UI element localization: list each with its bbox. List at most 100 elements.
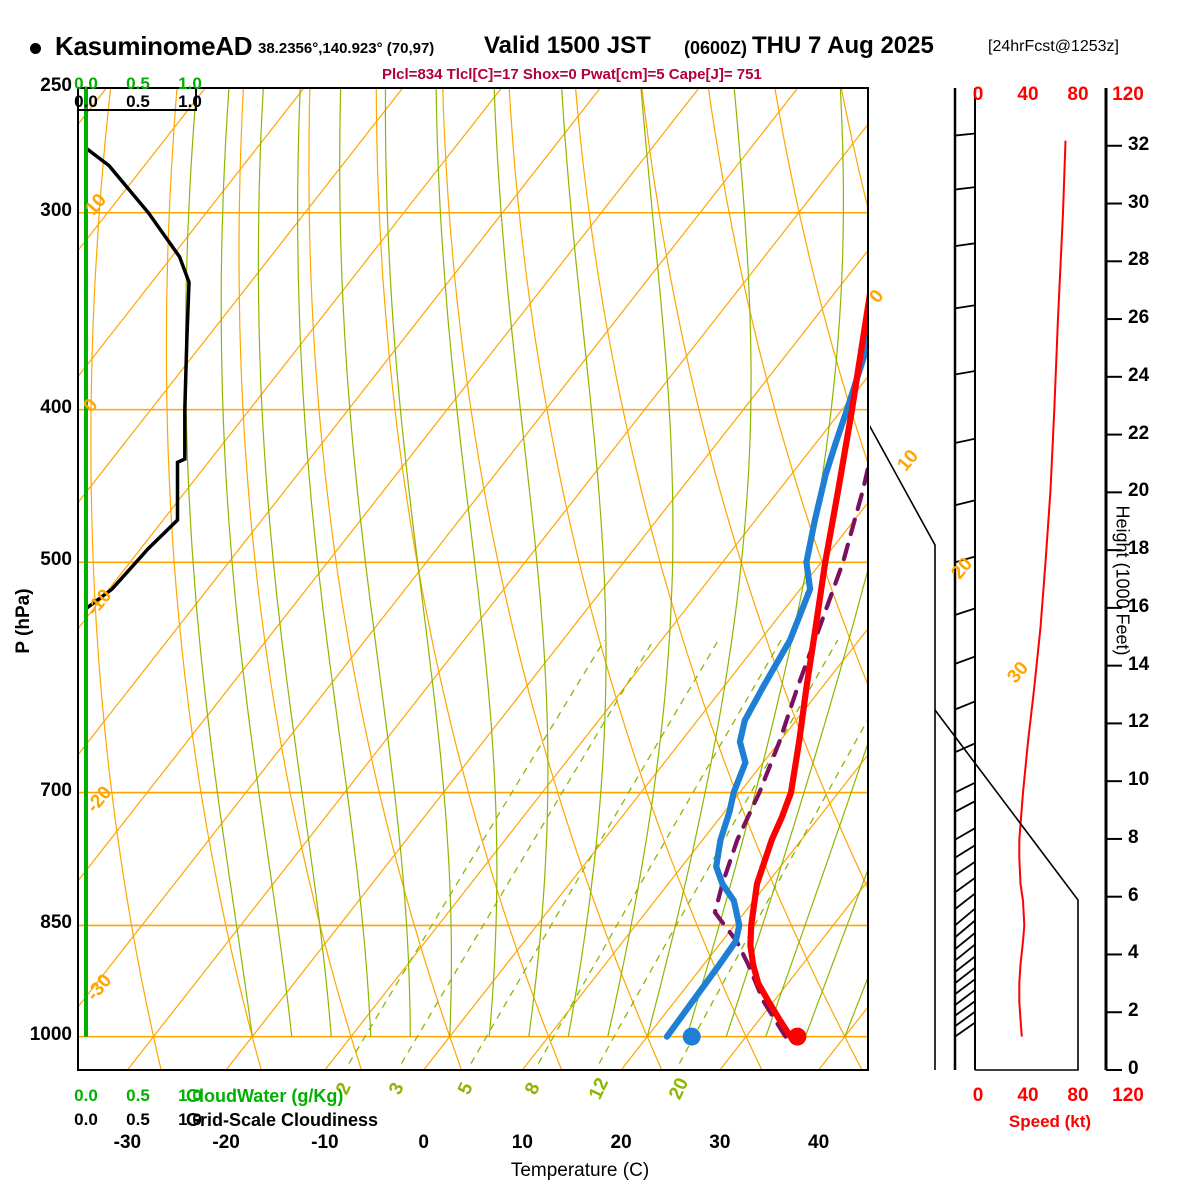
height-tick-14: 14 <box>1128 653 1150 675</box>
wind-barb <box>954 1021 975 1038</box>
wind-barb <box>954 499 975 507</box>
surface-markers <box>682 1027 807 1046</box>
wind-barb <box>954 966 975 984</box>
wind-barb <box>954 655 975 665</box>
height-tick-16: 16 <box>1128 595 1150 617</box>
height-tick-20: 20 <box>1128 480 1150 502</box>
cloudiness-tick-bottom-2: 1.0 <box>178 1110 202 1129</box>
wind-barb <box>954 370 975 376</box>
height-tick-10: 10 <box>1128 769 1150 791</box>
forecast-run-tag: [24hrFcst@1253z] <box>988 38 1119 55</box>
plot-frame <box>77 87 869 1071</box>
cloudwater-tick-top-2: 1.0 <box>178 74 202 93</box>
temperature-tick-0: 0 <box>418 1132 429 1153</box>
pressure-tick-300: 300 <box>40 199 72 221</box>
wind-speed-profile <box>1018 140 1067 1037</box>
cloudiness-tick-top-2: 1.0 <box>178 92 202 111</box>
height-tick-8: 8 <box>1128 826 1139 848</box>
wind-barb <box>954 988 975 1006</box>
temperature-curve <box>747 286 868 1040</box>
wind-barb <box>954 607 975 616</box>
wind-barb <box>954 931 975 950</box>
wind-barb-column <box>870 88 975 1070</box>
height-tick-2: 2 <box>1128 1000 1139 1022</box>
mixing-ratio-lines <box>348 639 868 1064</box>
wind-barb <box>954 919 975 939</box>
surface-temperature-dot <box>788 1027 807 1046</box>
height-tick-22: 22 <box>1128 422 1150 444</box>
cloudiness-tick-top-1: 0.5 <box>126 92 150 111</box>
height-tick-6: 6 <box>1128 884 1139 906</box>
cloudwater-tick-bottom-0: 0.0 <box>74 1086 98 1105</box>
pressure-tick-700: 700 <box>40 779 72 801</box>
wind-barb <box>954 943 975 962</box>
cloudiness-tick-bottom-0: 0.0 <box>74 1110 98 1129</box>
temperature-tick-40: 40 <box>808 1132 830 1153</box>
height-tick-30: 30 <box>1128 191 1150 213</box>
valid-time: Valid 1500 JST <box>484 32 651 59</box>
wind-barb <box>954 955 975 973</box>
height-tick-26: 26 <box>1128 307 1150 329</box>
wind-speed-curve <box>1018 140 1067 1037</box>
pressure-tick-500: 500 <box>40 549 72 571</box>
speed-axis-title: Speed (kt) <box>1008 1112 1092 1131</box>
height-tick-28: 28 <box>1128 249 1150 271</box>
station-name: KasuminomeAD <box>55 31 253 61</box>
temperature-tick--10: -10 <box>311 1132 339 1153</box>
height-axis <box>934 88 1122 1071</box>
pressure-tick-1000: 1000 <box>29 1023 72 1045</box>
cloudwater-tick-top-1: 0.5 <box>126 74 150 93</box>
temperature-tick--30: -30 <box>113 1132 142 1153</box>
temperature-axis-title: Temperature (C) <box>510 1160 650 1181</box>
height-tick-0: 0 <box>1128 1058 1139 1079</box>
height-tick-4: 4 <box>1128 942 1139 964</box>
valid-time-utc: (0600Z) <box>684 38 748 58</box>
temperature-tick-20: 20 <box>610 1132 632 1153</box>
cloudwater-tick-bottom-2: 1.0 <box>178 1086 202 1105</box>
temperature-tick--20: -20 <box>212 1132 240 1153</box>
wind-barb <box>954 700 975 711</box>
wind-barb <box>954 1000 975 1017</box>
wind-barb <box>954 907 975 927</box>
cloudwater-tick-bottom-1: 0.5 <box>126 1086 150 1105</box>
height-tick-18: 18 <box>1128 538 1150 560</box>
station-marker-dot <box>30 43 41 54</box>
height-axis-title: Height (1000 Feet) <box>1112 505 1133 656</box>
cloudiness-tick-bottom-1: 0.5 <box>126 1110 150 1129</box>
temperature-tick-30: 30 <box>709 1132 731 1153</box>
skewt-gridlines <box>78 88 868 1070</box>
parcel-path-curve <box>712 458 868 1039</box>
height-tick-32: 32 <box>1128 133 1150 155</box>
speed-tick-top-120: 120 <box>1112 84 1144 105</box>
wind-barb <box>954 132 975 137</box>
wind-barb <box>954 555 975 564</box>
wind-barb <box>954 304 975 310</box>
wind-barb <box>954 742 975 754</box>
speed-tick-top-0: 0 <box>972 84 984 105</box>
wind-barb <box>954 844 975 859</box>
wind-barb <box>954 242 975 248</box>
speed-tick-bottom-40: 40 <box>1017 1085 1039 1106</box>
height-tick-12: 12 <box>1128 711 1150 733</box>
wind-barb <box>954 781 975 794</box>
wind-barb <box>954 892 975 910</box>
wind-barb <box>954 1010 975 1027</box>
cloudiness-tick-top-0: 0.0 <box>74 92 98 111</box>
moist-adiabat-lines <box>185 88 868 1037</box>
cloudwater-legend-label: CloudWater (g/Kg) <box>186 1086 344 1106</box>
speed-tick-bottom-0: 0 <box>972 1085 984 1106</box>
speed-tick-bottom-120: 120 <box>1112 1085 1144 1106</box>
cloud-profile-curves <box>84 88 191 1037</box>
pressure-tick-850: 850 <box>40 912 72 934</box>
pressure-axis-title: P (hPa) <box>13 588 34 654</box>
sounding-parameters: Plcl=834 Tlcl[C]=17 Shox=0 Pwat[cm]=5 Ca… <box>382 66 762 83</box>
wind-barb <box>954 437 975 444</box>
temperature-tick-10: 10 <box>511 1132 533 1153</box>
wind-barb <box>954 800 975 813</box>
isobar-lines <box>78 87 868 1038</box>
speed-tick-bottom-80: 80 <box>1067 1085 1089 1106</box>
speed-tick-top-80: 80 <box>1067 84 1089 105</box>
wind-barb <box>954 876 975 894</box>
